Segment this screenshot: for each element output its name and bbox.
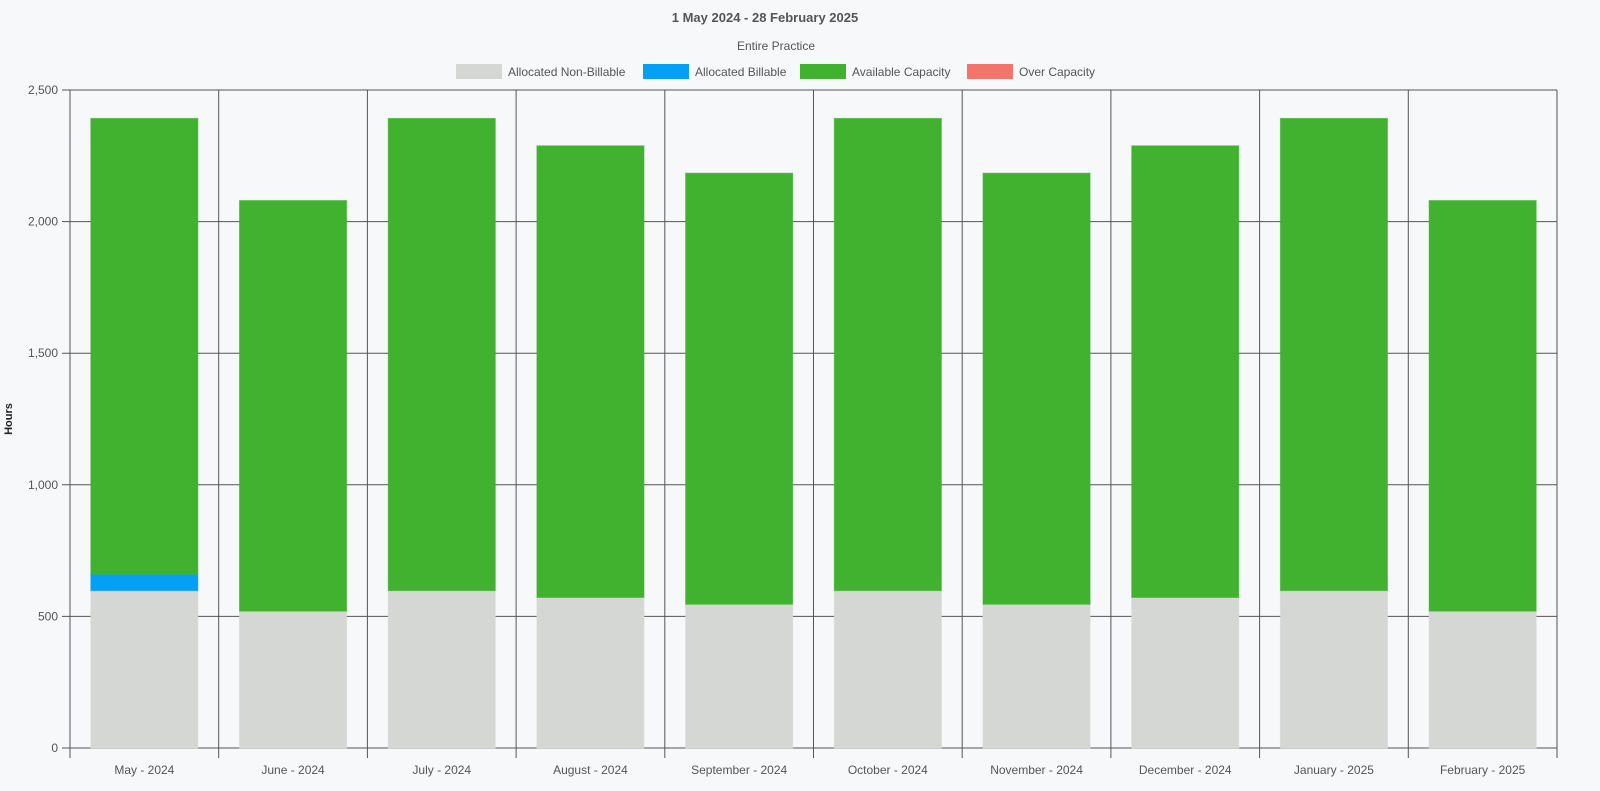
x-tick-label: September - 2024 — [691, 763, 787, 777]
x-tick-label: October - 2024 — [848, 763, 928, 777]
legend: Allocated Non-Billable Allocated Billable… — [456, 64, 1095, 79]
bar-allocated-non-billable-2 — [387, 590, 496, 749]
legend-swatch — [967, 64, 1013, 79]
bar-allocated-non-billable-4 — [685, 603, 794, 749]
bars — [90, 117, 1537, 749]
y-axis-label: Hours — [3, 403, 15, 435]
legend-label: Allocated Billable — [695, 65, 787, 79]
x-tick-label: November - 2024 — [990, 763, 1083, 777]
legend-label: Over Capacity — [1019, 65, 1095, 79]
x-tick-label: August - 2024 — [553, 763, 628, 777]
chart-subtitle: Entire Practice — [737, 39, 815, 53]
x-tick-label: December - 2024 — [1139, 763, 1232, 777]
bar-available-capacity-6 — [982, 172, 1091, 605]
bar-allocated-billable-0 — [90, 573, 199, 592]
bar-allocated-non-billable-1 — [239, 610, 348, 749]
bar-allocated-non-billable-8 — [1279, 590, 1388, 749]
bar-allocated-non-billable-3 — [536, 596, 645, 749]
bar-allocated-non-billable-0 — [90, 590, 199, 749]
x-tick-label: January - 2025 — [1294, 763, 1374, 777]
x-tick-label: May - 2024 — [114, 763, 174, 777]
x-tick-label: June - 2024 — [261, 763, 325, 777]
bar-allocated-non-billable-6 — [982, 603, 1091, 749]
bar-allocated-non-billable-5 — [833, 590, 942, 749]
bar-available-capacity-2 — [387, 117, 496, 592]
legend-swatch — [800, 64, 846, 79]
legend-swatch — [456, 64, 502, 79]
bar-available-capacity-3 — [536, 145, 645, 598]
bar-available-capacity-8 — [1279, 117, 1388, 592]
legend-swatch — [643, 64, 689, 79]
y-tick-label: 2,000 — [28, 215, 58, 229]
bar-available-capacity-0 — [90, 117, 199, 575]
y-tick-label: 1,500 — [28, 346, 58, 360]
legend-label: Allocated Non-Billable — [508, 65, 626, 79]
x-tick-label: July - 2024 — [412, 763, 471, 777]
y-tick-label: 0 — [51, 741, 58, 755]
bar-available-capacity-1 — [239, 200, 348, 612]
bar-available-capacity-5 — [833, 117, 942, 592]
chart-title: 1 May 2024 - 28 February 2025 — [672, 10, 858, 25]
axes: 0 500 1,000 1,500 2,000 2,500 May - 2024 June -… — [28, 83, 1526, 777]
y-tick-label: 2,500 — [28, 83, 58, 97]
x-tick-label: February - 2025 — [1440, 763, 1526, 777]
y-tick-label: 500 — [38, 609, 58, 623]
bar-allocated-non-billable-9 — [1428, 610, 1537, 749]
y-tick-label: 1,000 — [28, 478, 58, 492]
bar-available-capacity-7 — [1131, 145, 1240, 598]
bar-allocated-non-billable-7 — [1131, 596, 1240, 749]
legend-label: Available Capacity — [852, 65, 951, 79]
bar-available-capacity-9 — [1428, 200, 1537, 612]
bar-available-capacity-4 — [685, 172, 794, 605]
